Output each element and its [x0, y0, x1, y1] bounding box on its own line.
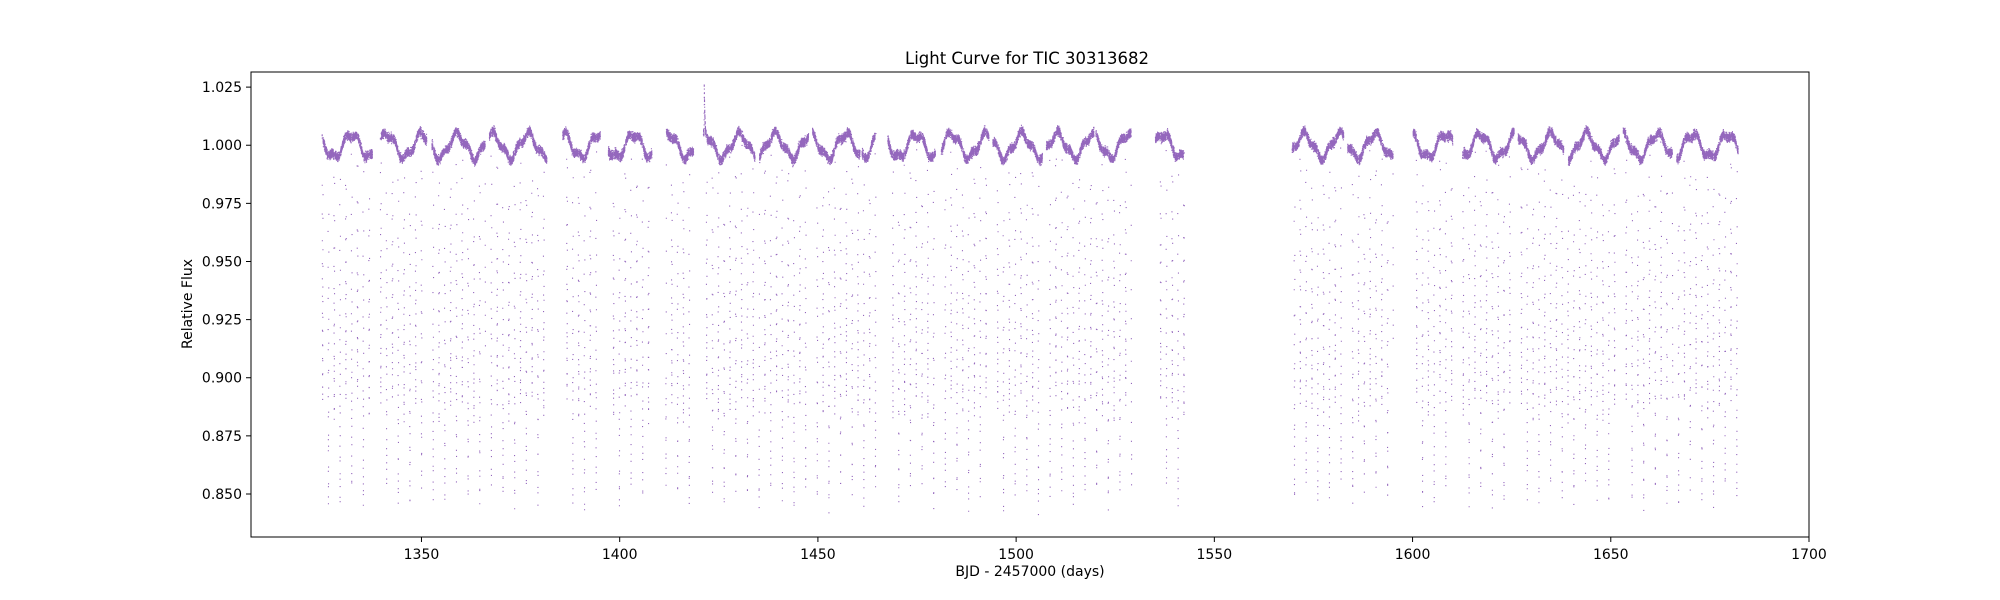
- light-curve-segment-20: [1462, 127, 1515, 509]
- y-axis-label: Relative Flux: [180, 259, 196, 349]
- x-tick-label: 1450: [800, 547, 836, 563]
- light-curve-segment-15: [1095, 128, 1133, 511]
- light-curve-segment-5: [607, 130, 653, 507]
- light-curve-segment-24: [1676, 128, 1739, 508]
- y-tick-label: 0.875: [202, 429, 242, 445]
- y-tick-label: 0.975: [202, 196, 242, 212]
- light-curve-segment-2: [431, 127, 486, 505]
- x-tick-label: 1600: [1395, 547, 1431, 563]
- light-curve-segment-10: [861, 132, 877, 507]
- x-tick-label: 1500: [998, 547, 1034, 563]
- light-curve-segment-12: [940, 125, 990, 512]
- y-tick-label: 0.925: [202, 313, 242, 329]
- x-tick-label: 1400: [602, 547, 638, 563]
- x-tick-label: 1700: [1791, 547, 1827, 563]
- light-curve-segment-18: [1347, 128, 1394, 504]
- x-tick-label: 1650: [1593, 547, 1629, 563]
- light-curve-segment-1: [379, 126, 428, 504]
- light-curve-segment-23: [1622, 127, 1674, 512]
- y-tick-label: 0.850: [202, 487, 242, 503]
- light-curve-segment-14: [1045, 125, 1095, 505]
- data-points: [321, 84, 1739, 516]
- light-curve-segment-4: [562, 126, 601, 511]
- y-tick-label: 0.950: [202, 254, 242, 270]
- y-tick-label: 1.000: [202, 138, 242, 154]
- x-tick-label: 1550: [1197, 547, 1233, 563]
- light-curve-segment-3: [488, 125, 548, 510]
- y-tick-label: 1.025: [202, 80, 242, 96]
- x-tick-label: 1350: [404, 547, 440, 563]
- light-curve-segment-22: [1567, 125, 1620, 505]
- light-curve-segment-21: [1517, 126, 1565, 504]
- y-axis: 0.850 0.875 0.900 0.925 0.950 0.975 1.000 1.025: [202, 80, 251, 503]
- y-tick-label: 0.900: [202, 371, 242, 387]
- x-axis: 1350 1400 1450 1500 1550 1600 1650 1700: [404, 537, 1827, 563]
- light-curve-segment-16: [1154, 128, 1185, 507]
- light-curve-segment-6: [665, 128, 695, 504]
- light-curve-segment-7: [702, 84, 756, 503]
- light-curve-segment-11: [887, 129, 936, 510]
- light-curve-segment-19: [1412, 128, 1454, 508]
- light-curve-segment-0: [321, 130, 373, 506]
- light-curve-segment-13: [992, 124, 1043, 516]
- x-axis-label: BJD - 2457000 (days): [955, 564, 1104, 580]
- light-curve-segment-8: [758, 126, 810, 509]
- light-curve-segment-17: [1291, 125, 1345, 501]
- light-curve-segment-9: [812, 127, 861, 514]
- plot-frame: [250, 71, 1810, 538]
- chart-title: Light Curve for TIC 30313682: [905, 49, 1149, 68]
